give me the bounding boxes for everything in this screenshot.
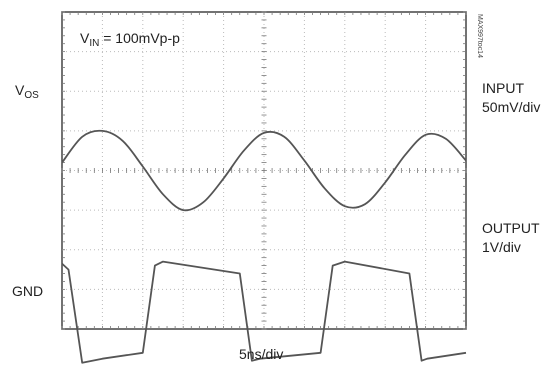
vos-level-label: VOS [15, 82, 39, 101]
input-trace [61, 129, 467, 212]
output-trace-scale: 1V/div [482, 239, 521, 255]
input-trace-scale: 50mV/div [482, 99, 541, 115]
vin-annotation: VIN = 100mVp-p [80, 30, 180, 49]
figure-id: MAX997toc14 [476, 14, 483, 58]
x-axis-label: 5ns/div [239, 346, 284, 362]
grid [61, 11, 467, 330]
output-trace [61, 260, 467, 364]
gnd-level-label: GND [12, 283, 44, 299]
output-trace-name: OUTPUT [482, 220, 540, 236]
traces [61, 129, 467, 364]
input-trace-name: INPUT [482, 80, 524, 96]
